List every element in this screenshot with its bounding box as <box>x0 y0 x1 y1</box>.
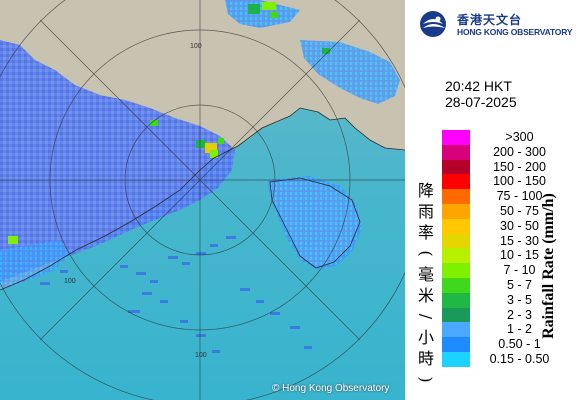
legend-row: 0.50 - 1 <box>442 337 567 352</box>
radar-map[interactable]: 100 100 100 © Hong Kong Observatory <box>0 0 405 400</box>
rain-echo-southwest <box>0 240 70 290</box>
legend-swatch <box>442 189 470 204</box>
legend-label: 0.50 - 1 <box>498 337 541 352</box>
legend-row: 3 - 5 <box>442 292 567 308</box>
copyright-text: © Hong Kong Observatory <box>272 383 390 394</box>
ring-label-1: 100 <box>190 43 202 50</box>
legend-title-zh-char: 雨 <box>417 202 434 221</box>
legend-title-zh-char: ) <box>416 376 436 383</box>
hko-emblem-icon <box>420 11 446 37</box>
coastline <box>0 107 405 291</box>
legend-title-zh-char: 毫 <box>417 265 434 284</box>
legend-title-zh-char: 降 <box>417 181 434 200</box>
legend-label: >300 <box>505 130 534 144</box>
legend-title-zh: 降雨率 ( 毫米 / 小時) <box>413 180 439 390</box>
legend-title-zh-char: / <box>416 313 436 320</box>
legend-label: 200 - 300 <box>493 144 546 159</box>
legend-label: 0.15 - 0.50 <box>489 351 550 366</box>
legend-row: 100 - 150 <box>442 174 567 190</box>
legend-row: 75 - 100 <box>442 189 567 204</box>
legend-row: 5 - 7 <box>442 277 567 293</box>
org-name-zh: 香港天文台 <box>457 13 523 27</box>
legend-title-zh-char: 率 <box>417 223 434 242</box>
rain-echo-west <box>0 40 235 282</box>
legend-row: 2 - 3 <box>442 307 567 323</box>
org-name-en: HONG KONG OBSERVATORY <box>457 27 573 37</box>
legend-label: 2 - 3 <box>506 307 532 322</box>
legend-swatch <box>442 130 470 145</box>
legend-row: 1 - 2 <box>442 322 567 338</box>
legend-label: 1 - 2 <box>506 322 532 337</box>
legend-label: 10 - 15 <box>500 248 539 263</box>
legend-row: 50 - 75 <box>442 203 567 219</box>
legend-swatch <box>442 218 470 234</box>
legend-title-zh-char: 米 <box>417 286 434 305</box>
legend-label: 150 - 200 <box>493 159 546 174</box>
legend-swatch <box>442 174 470 190</box>
rain-cores <box>8 2 330 244</box>
legend-label: 100 - 150 <box>493 174 546 189</box>
legend-swatch <box>442 337 470 352</box>
legend-label: 75 - 100 <box>496 189 543 204</box>
hko-logo: 香港天文台 HONG KONG OBSERVATORY <box>415 8 575 40</box>
legend-row: 0.15 - 0.50 <box>442 351 567 367</box>
legend-swatch <box>442 159 470 175</box>
legend-label: 5 - 7 <box>506 277 532 292</box>
legend-swatch <box>442 307 470 323</box>
legend-title-zh-char: 時 <box>417 349 434 368</box>
legend-row: >300 <box>442 130 567 145</box>
rain-echo-northeast <box>300 40 400 104</box>
radar-map-svg: 100 100 100 <box>0 0 405 400</box>
legend-label: 3 - 5 <box>506 292 532 307</box>
rain-echo-east <box>268 176 362 270</box>
legend-title-zh-char: ( <box>416 250 436 257</box>
date-text: 28-07-2025 <box>445 94 517 110</box>
legend-swatch <box>442 263 470 278</box>
legend-swatch <box>442 351 470 367</box>
range-rings <box>0 0 405 400</box>
legend-swatch <box>442 233 470 249</box>
legend-label: 30 - 50 <box>500 218 539 233</box>
timestamp: 20:42 HKT 28-07-2025 <box>445 78 517 110</box>
legend-row: 10 - 15 <box>442 248 567 264</box>
legend-swatch <box>442 144 470 160</box>
legend-row: 200 - 300 <box>442 144 567 160</box>
ring-label-2: 100 <box>64 278 76 285</box>
legend-title-zh-char: 小 <box>417 328 434 347</box>
side-panel: 香港天文台 HONG KONG OBSERVATORY 20:42 HKT 28… <box>405 0 577 400</box>
legend-swatch <box>442 248 470 264</box>
legend-row: 150 - 200 <box>442 159 567 175</box>
legend-swatch <box>442 292 470 308</box>
legend-row: 30 - 50 <box>442 218 567 234</box>
legend-label: 50 - 75 <box>500 203 539 218</box>
legend-swatch <box>442 277 470 293</box>
legend-label: 7 - 10 <box>503 263 536 278</box>
rain-echo-north <box>225 0 300 28</box>
rainfall-legend: >300 200 - 300 150 - 200 100 - 150 75 - 100 5… <box>442 130 567 367</box>
legend-row: 15 - 30 <box>442 233 567 249</box>
rain-streaks <box>40 236 312 353</box>
legend-swatch <box>442 322 470 338</box>
ring-label-3: 100 <box>195 352 207 359</box>
coastline-east-island <box>269 177 361 269</box>
legend-swatch <box>442 203 470 219</box>
legend-row: 7 - 10 <box>442 263 567 278</box>
time-text: 20:42 HKT <box>445 78 512 94</box>
legend-label: 15 - 30 <box>500 233 539 248</box>
